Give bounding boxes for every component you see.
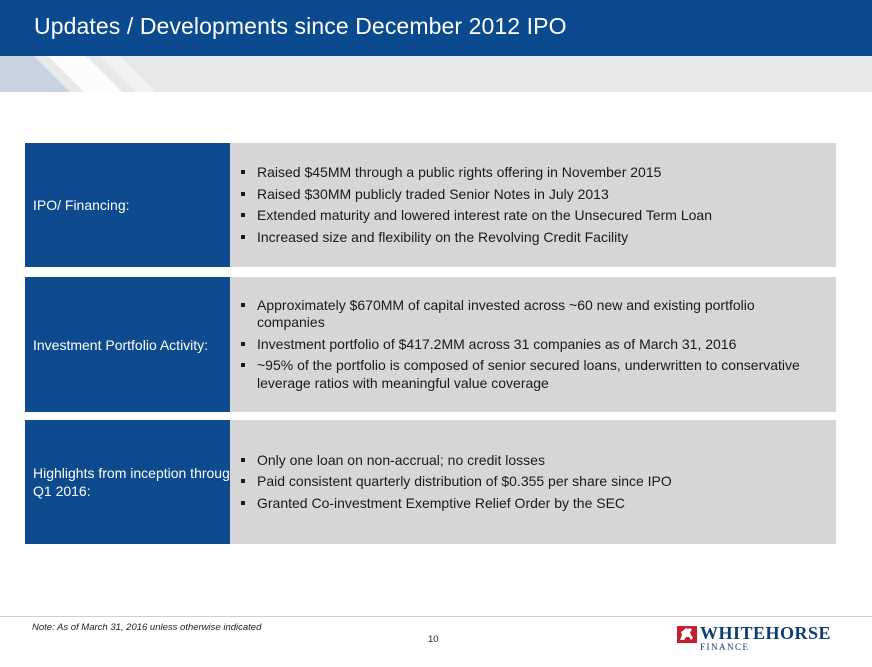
section-label-text: Investment Portfolio Activity: [33,336,209,353]
section-label: Investment Portfolio Activity: [25,277,249,412]
bullet-item: Extended maturity and lowered interest r… [239,207,818,225]
bullet-item: Paid consistent quarterly distribution o… [239,473,818,491]
bullet-list: Only one loan on non-accrual; no credit … [239,448,818,517]
slide-header: Updates / Developments since December 20… [0,0,872,92]
section-label-text: IPO/ Financing: [33,197,130,213]
bullet-icon [241,213,245,217]
bullet-text: Granted Co-investment Exemptive Relief O… [257,494,626,511]
page-number: 10 [428,634,439,645]
bullet-text: Raised $45MM through a public rights off… [257,164,662,180]
bullet-text: Paid consistent quarterly distribution o… [257,473,672,490]
bullet-item: Granted Co-investment Exemptive Relief O… [239,495,818,513]
bullet-icon [241,191,245,196]
section-highlights: Highlights from inception through Q1 201… [25,420,837,544]
bullet-icon [241,457,245,462]
section-label-text: Highlights from inception through Q1 201… [33,465,238,499]
bullet-item: Investment portfolio of $417.2MM across … [239,336,818,354]
bullet-item: Approximately $670MM of capital invested… [239,297,818,332]
page-title: Updates / Developments since December 20… [34,13,567,39]
bullet-text: Only one loan on non-accrual; no credit … [257,451,545,468]
section-content: Raised $45MM through a public rights off… [230,143,836,267]
bullet-text: Investment portfolio of $417.2MM across … [257,335,737,352]
section-content: Approximately $670MM of capital invested… [230,277,836,412]
bullet-item: Raised $45MM through a public rights off… [239,164,818,182]
bullet-icon [241,341,245,346]
logo-name: WHITEHORSE [700,623,832,643]
title-bar [0,0,872,56]
footer-divider [0,616,872,617]
company-logo: WHITEHORSE FINANCE [677,623,837,653]
bullet-text: Extended maturity and lowered interest r… [257,207,712,223]
bullet-list: Approximately $670MM of capital invested… [239,293,818,397]
bullet-icon [241,363,245,368]
section-label: IPO/ Financing: [25,143,249,267]
bullet-text: ~95% of the portfolio is composed of sen… [257,357,800,391]
logo-subtitle: FINANCE [700,642,750,652]
section-investment-portfolio: Investment Portfolio Activity: Approxima… [25,277,837,412]
section-label: Highlights from inception through Q1 201… [25,420,249,544]
bullet-text: Approximately $670MM of capital invested… [257,296,755,331]
bullet-list: Raised $45MM through a public rights off… [239,160,818,250]
section-ipo-financing: IPO/ Financing: Raised $45MM through a p… [25,143,837,267]
bullet-item: ~95% of the portfolio is composed of sen… [239,357,818,392]
bullet-icon [241,302,245,307]
header-decoration [0,56,156,92]
bullet-icon [241,479,245,484]
bullet-item: Only one loan on non-accrual; no credit … [239,452,818,470]
bullet-icon [241,170,245,174]
bullet-text: Increased size and flexibility on the Re… [257,228,629,245]
bullet-icon [241,500,245,505]
bullet-icon [241,234,245,239]
footnote: Note: As of March 31, 2016 unless otherw… [32,622,262,633]
bullet-item: Raised $30MM publicly traded Senior Note… [239,186,818,204]
horse-icon [677,626,697,643]
section-content: Only one loan on non-accrual; no credit … [230,420,836,544]
bullet-item: Increased size and flexibility on the Re… [239,229,818,247]
bullet-text: Raised $30MM publicly traded Senior Note… [257,185,609,202]
